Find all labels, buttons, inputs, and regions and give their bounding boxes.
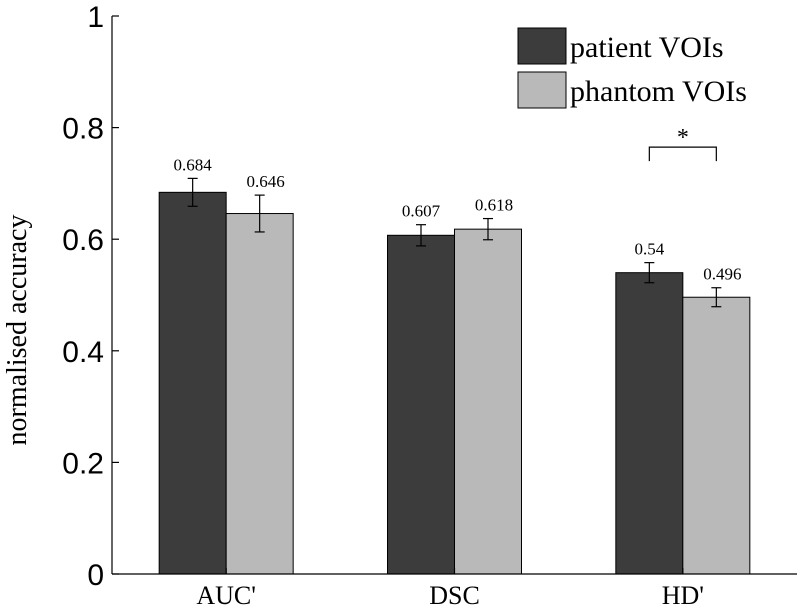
x-axis: AUC' DSC HD' <box>112 568 797 608</box>
y-tick-label: 0 <box>87 559 104 592</box>
significance-bracket: * <box>648 125 717 162</box>
bars <box>158 191 751 575</box>
legend-swatch <box>517 71 567 109</box>
legend-label: patient VOIs <box>570 31 724 64</box>
legend-item-1: phantom VOIs <box>517 71 747 109</box>
error-bars <box>187 177 722 308</box>
x-tick-label-0: AUC' <box>196 581 256 608</box>
legend-swatch <box>517 27 567 65</box>
value-label-1-1: 0.618 <box>475 196 513 215</box>
error-bar-1-2 <box>711 287 722 308</box>
error-bar-1-0 <box>254 194 265 233</box>
significance-star: * <box>677 125 689 151</box>
y-tick-label: 0.6 <box>62 224 104 257</box>
y-tick-label: 1 <box>87 1 104 34</box>
y-tick-label: 0.2 <box>62 447 104 480</box>
value-label-0-2: 0.54 <box>634 240 664 259</box>
annotations: * <box>648 125 717 162</box>
error-bar-0-1 <box>416 224 426 247</box>
value-label-1-2: 0.496 <box>703 265 741 284</box>
x-tick-label-2: HD' <box>662 581 704 608</box>
y-tick-label: 0.4 <box>62 336 104 369</box>
x-tick-label-1: DSC <box>429 581 480 608</box>
value-label-0-1: 0.607 <box>402 202 441 221</box>
y-axis: 0 0.2 0.4 0.6 0.8 1 <box>62 1 119 592</box>
bracket-line <box>648 146 717 162</box>
error-bar-1-1 <box>483 217 493 241</box>
bar-phantom-1 <box>454 228 522 575</box>
legend: patient VOIs phantom VOIs <box>517 27 747 109</box>
bar-patient-0 <box>158 191 227 575</box>
error-bar-0-2 <box>644 262 655 284</box>
bar-patient-2 <box>615 272 684 575</box>
y-axis-label: normalised accuracy <box>2 215 33 446</box>
bar-phantom-0 <box>225 213 294 575</box>
y-tick-label: 0.8 <box>62 113 104 146</box>
error-bar-0-0 <box>187 177 198 207</box>
value-label-0-0: 0.684 <box>174 155 213 174</box>
legend-item-0: patient VOIs <box>517 27 724 65</box>
legend-label: phantom VOIs <box>570 75 747 108</box>
bar-phantom-2 <box>682 296 751 575</box>
bar-patient-1 <box>387 234 455 575</box>
value-labels: 0.684 0.646 0.607 0.618 0.54 0.496 <box>174 155 742 283</box>
value-label-1-0: 0.646 <box>247 172 285 191</box>
